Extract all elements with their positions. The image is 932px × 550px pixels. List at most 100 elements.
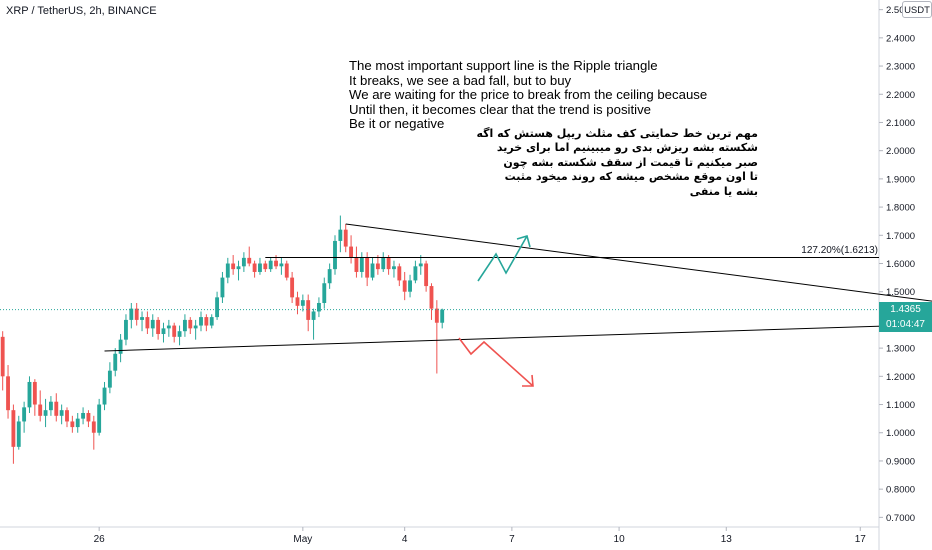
candle-body xyxy=(284,263,289,278)
price-tick-label: 1.1000 xyxy=(886,400,915,411)
candle xyxy=(392,260,396,278)
candle xyxy=(333,235,337,275)
candle-body xyxy=(354,257,359,272)
candle xyxy=(359,252,364,278)
price-tick-label: 2.1000 xyxy=(886,118,915,129)
candle xyxy=(413,260,418,284)
candle xyxy=(300,294,305,312)
candle xyxy=(150,314,155,337)
note-line: صبر میکنیم تا قیمت از سقف شکسته بشه چون xyxy=(503,155,758,169)
price-tick-label: 1.3000 xyxy=(886,344,915,355)
candle-body xyxy=(236,266,241,270)
candle xyxy=(338,215,343,253)
persian-note[interactable]: مهم ترین خط حمایتی کف مثلث ریپل هستش که … xyxy=(476,127,758,199)
candle-body xyxy=(161,328,166,335)
candlestick-series xyxy=(0,215,445,464)
price-tick-label: 1.8000 xyxy=(886,203,915,214)
candle-body xyxy=(247,257,252,264)
candle-body xyxy=(43,410,48,416)
candle xyxy=(408,274,412,298)
candle-body xyxy=(38,404,43,416)
candle-body xyxy=(86,412,91,422)
candle-body xyxy=(150,319,155,329)
candle-body xyxy=(188,319,193,329)
candle-body xyxy=(252,263,257,272)
time-axis: 26May47101317202427 xyxy=(94,527,866,545)
candle-body xyxy=(402,280,407,292)
candle-body xyxy=(91,421,96,433)
fib-extension-label[interactable]: 127.20%(1.6213) xyxy=(801,245,878,256)
candle-body xyxy=(65,410,69,422)
candle xyxy=(252,260,257,278)
candle-body xyxy=(375,263,380,270)
note-line: It breaks, we see a bad fall, but to buy xyxy=(349,72,572,88)
candle xyxy=(258,257,262,275)
candle-body xyxy=(231,263,236,270)
candle-body xyxy=(107,370,112,388)
price-tick-label: 0.7000 xyxy=(886,513,915,524)
candle xyxy=(102,381,107,411)
symbol-title[interactable]: XRP / TetherUS, 2h, BINANCE xyxy=(6,5,157,17)
candle-body xyxy=(397,266,402,281)
candle xyxy=(70,415,75,433)
candle-body xyxy=(124,319,128,340)
bullish-arrow-path xyxy=(477,235,528,282)
candle-body xyxy=(75,418,80,428)
bar-countdown: 01:04:47 xyxy=(886,319,925,330)
candle xyxy=(279,257,284,275)
candle xyxy=(290,271,295,303)
current-price-value: 1.4365 xyxy=(890,304,921,315)
candle-body xyxy=(32,381,37,405)
candle-body xyxy=(386,257,391,270)
bearish-arrow-path xyxy=(458,337,534,387)
candle-body xyxy=(129,308,134,320)
candle xyxy=(145,311,150,335)
candle xyxy=(440,308,445,329)
candle xyxy=(11,404,16,464)
candle-body xyxy=(81,412,86,419)
candle-body xyxy=(279,263,284,267)
candle xyxy=(402,271,407,301)
english-note[interactable]: The most important support line is the R… xyxy=(349,58,708,132)
price-tick-label: 1.2000 xyxy=(886,372,915,383)
candle-body xyxy=(349,246,354,258)
candle-body xyxy=(295,297,300,306)
candle-body xyxy=(370,263,375,278)
price-tick-label: 1.7000 xyxy=(886,231,915,242)
candle-body xyxy=(134,308,139,320)
price-tick-label: 2.5000 xyxy=(886,5,915,16)
price-tick-label: 0.8000 xyxy=(886,485,915,496)
candle-body xyxy=(434,308,439,323)
note-line: مهم ترین خط حمایتی کف مثلث ریپل هستش که … xyxy=(476,127,758,140)
candle xyxy=(209,314,214,329)
candle-body xyxy=(290,277,295,298)
candle-body xyxy=(54,401,59,416)
candle xyxy=(343,224,348,253)
triangle-lower-line xyxy=(104,323,932,352)
candle-body xyxy=(300,300,305,306)
candle-body xyxy=(166,325,171,329)
triangle-upper-line xyxy=(345,223,932,302)
price-tick-label: 2.2000 xyxy=(886,90,915,101)
candle-body xyxy=(220,277,225,298)
candle xyxy=(27,376,32,413)
candle-body xyxy=(440,309,445,323)
candle xyxy=(375,255,380,275)
candle-body xyxy=(48,401,53,411)
candle xyxy=(161,322,166,343)
candle-body xyxy=(333,240,337,270)
current-price-tag: 1.4365 01:04:47 xyxy=(879,302,932,332)
candle-body xyxy=(408,280,412,292)
candle-body xyxy=(11,410,16,447)
candle xyxy=(81,407,86,425)
note-line: We are waiting for the price to break fr… xyxy=(349,87,708,103)
currency-badge[interactable]: USDT xyxy=(902,1,932,18)
candle-body xyxy=(97,404,102,433)
candle-body xyxy=(113,353,118,371)
candle-body xyxy=(327,269,332,284)
candle-body xyxy=(381,257,386,270)
candle xyxy=(172,322,177,343)
candle xyxy=(204,314,209,332)
time-tick-label: 13 xyxy=(721,534,733,545)
